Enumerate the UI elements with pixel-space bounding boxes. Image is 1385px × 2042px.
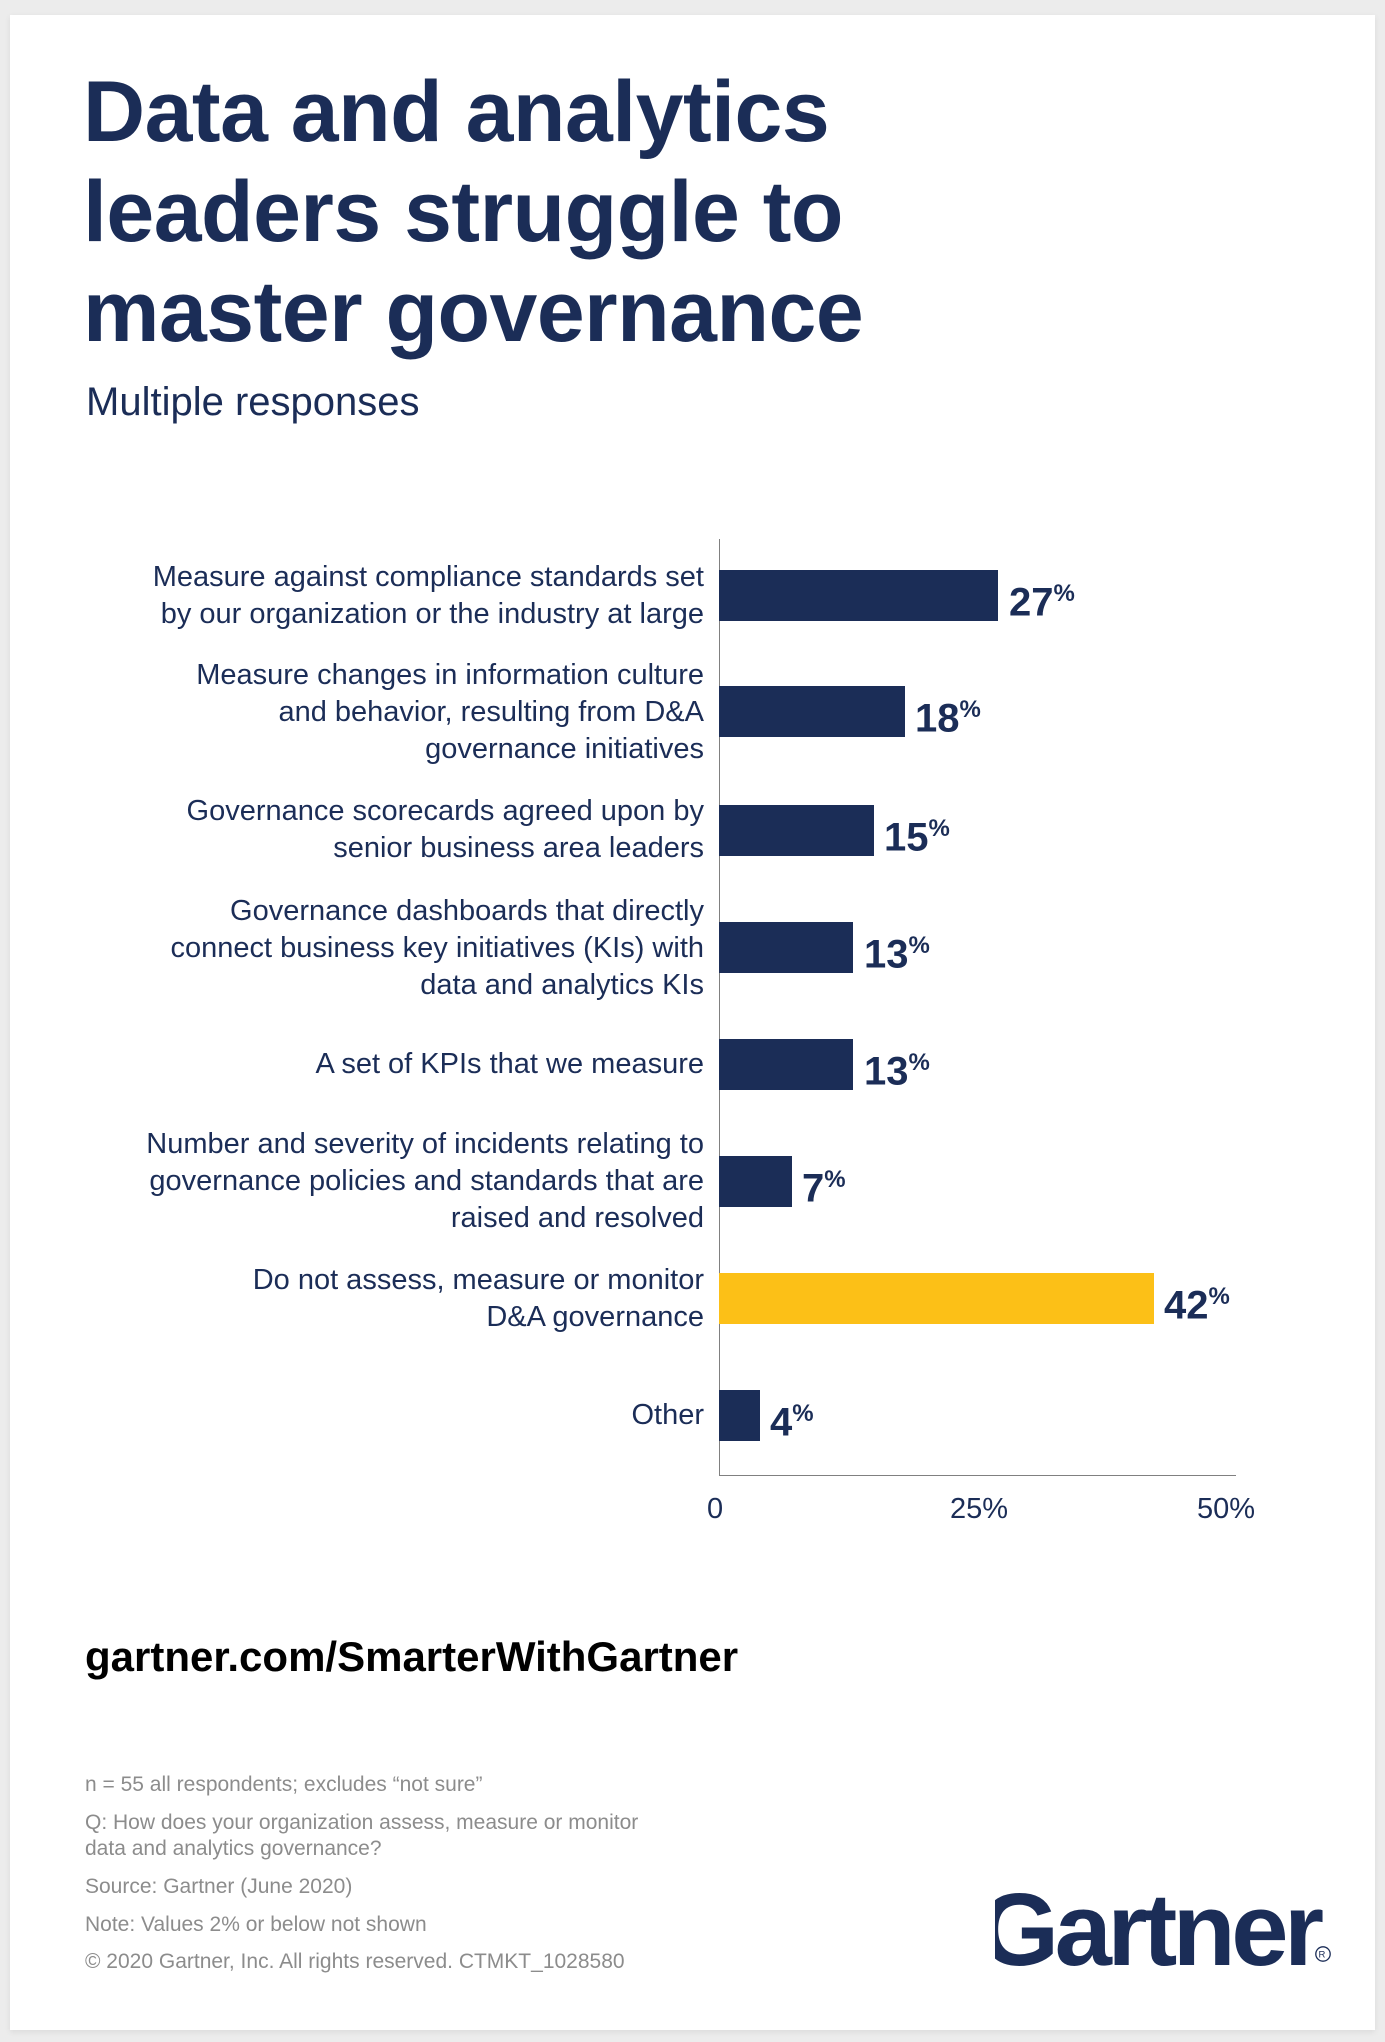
svg-text:R: R <box>1319 1950 1326 1961</box>
svg-text:Gartner: Gartner <box>995 1872 1323 1987</box>
